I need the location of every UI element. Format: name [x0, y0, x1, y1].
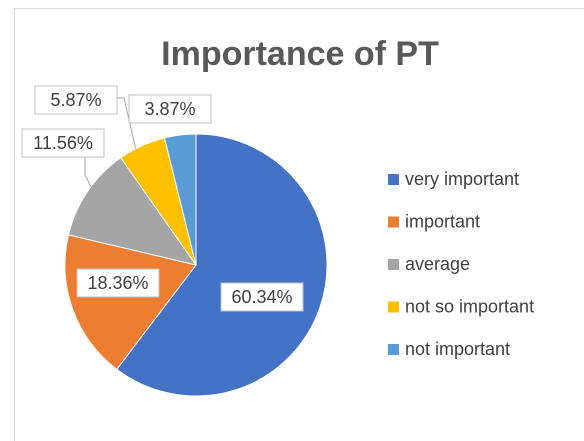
legend-label: not so important	[405, 296, 534, 316]
pie-slice	[163, 133, 197, 266]
legend-swatch	[388, 259, 399, 270]
data-label-box	[21, 128, 105, 158]
legend-label: important	[405, 211, 480, 231]
data-label: 5.87%	[50, 90, 101, 110]
legend-label: not important	[405, 339, 510, 359]
data-label: 60.34%	[231, 287, 292, 307]
pie-slice	[64, 234, 197, 371]
legend-swatch	[388, 216, 399, 228]
data-label-box	[128, 94, 212, 124]
pie-slice	[116, 133, 328, 397]
legend-label: average	[405, 254, 470, 274]
legend-label: very important	[405, 169, 519, 189]
legend-swatch	[388, 344, 399, 355]
data-label-box	[220, 282, 304, 312]
chart-title: Importance of PT	[161, 35, 439, 73]
data-label-box	[34, 85, 118, 115]
data-label: 3.87%	[144, 99, 195, 119]
data-label: 11.56%	[33, 133, 93, 153]
data-label: 18.36%	[87, 273, 148, 293]
data-label-box	[76, 268, 160, 298]
legend-swatch	[388, 301, 399, 313]
legend-swatch	[388, 174, 399, 185]
pie-slice	[67, 157, 198, 266]
